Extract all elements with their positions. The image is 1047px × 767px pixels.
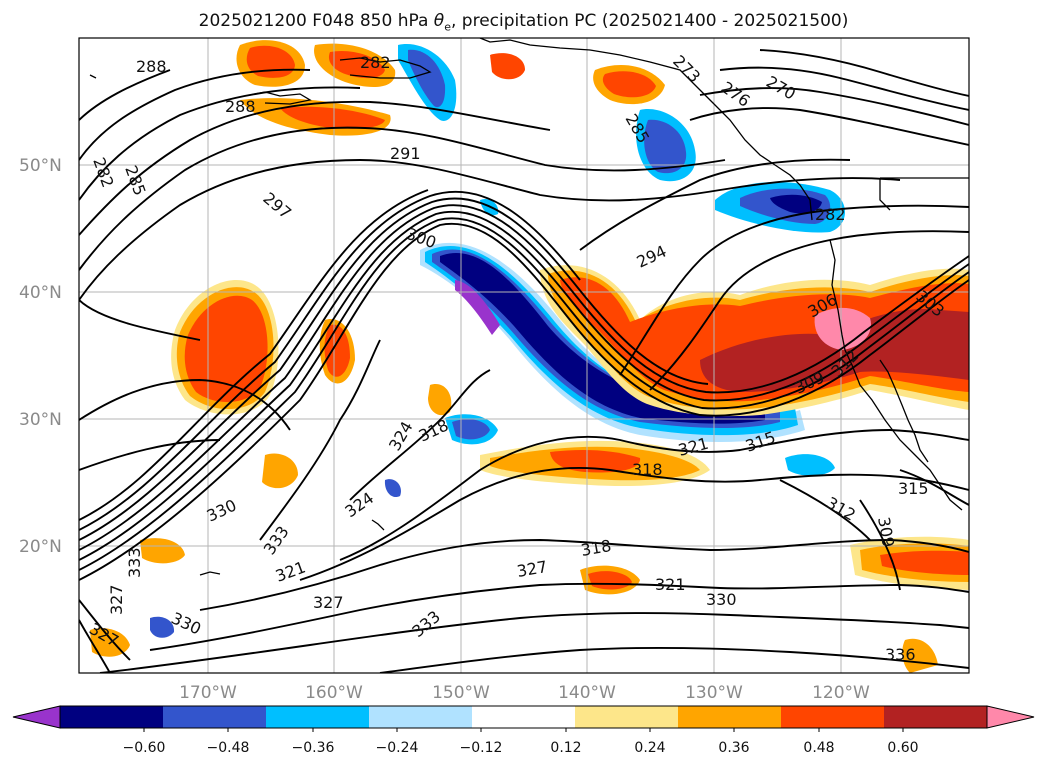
colorbar-segment xyxy=(884,706,988,728)
colorbar-tick-label: 0.24 xyxy=(634,740,665,756)
contour-label: 288 xyxy=(225,97,256,116)
longitude-labels: 170°W 160°W 150°W 140°W 130°W 120°W xyxy=(179,683,870,703)
lat-label: 50°N xyxy=(19,156,62,176)
colorbar-segment xyxy=(266,706,370,728)
contour-label: 282 xyxy=(815,205,846,224)
colorbar-tick-label: −0.48 xyxy=(207,740,250,756)
positive-sw-blob-2 xyxy=(140,538,185,564)
map-frame xyxy=(78,37,970,674)
colorbar-tick-label: −0.24 xyxy=(376,740,419,756)
colorbar-segment xyxy=(60,706,164,728)
colorbar-segment xyxy=(678,706,782,728)
lat-label: 30°N xyxy=(19,410,62,430)
contour-label: 327 xyxy=(107,584,126,615)
negative-south-3 xyxy=(150,616,175,638)
contour-label: 282 xyxy=(360,53,391,72)
colorbar-ticks xyxy=(143,728,904,732)
contour-label: 330 xyxy=(706,590,737,609)
figure-title: 2025021200 F048 850 hPa θe, precipitatio… xyxy=(198,11,849,34)
lon-label: 140°W xyxy=(558,683,616,703)
colorbar-extend-high xyxy=(986,705,1035,729)
colorbar-tick-label: −0.36 xyxy=(292,740,335,756)
negative-band-purple xyxy=(455,280,500,335)
lon-label: 150°W xyxy=(432,683,490,703)
colorbar-segment xyxy=(575,706,679,728)
colorbar-extend-low xyxy=(12,705,61,729)
colorbar-segment xyxy=(472,706,576,728)
positive-mid-blob-2 xyxy=(262,453,298,489)
contour-label: 318 xyxy=(632,460,663,479)
contour-label: 291 xyxy=(390,144,421,163)
contour-label: 333 xyxy=(125,547,144,578)
positive-north-5 xyxy=(490,53,525,80)
precip-shading xyxy=(90,40,969,673)
contour-label: 315 xyxy=(898,479,929,498)
map-panel xyxy=(79,38,969,673)
lon-label: 120°W xyxy=(812,683,870,703)
negative-band-navy xyxy=(440,253,765,424)
colorbar-tick-labels: −0.60 −0.48 −0.36 −0.24 −0.12 0.12 0.24 … xyxy=(123,740,919,756)
lat-label: 20°N xyxy=(19,537,62,557)
lat-label: 40°N xyxy=(19,283,62,303)
positive-mid-blob-3 xyxy=(428,384,452,416)
colorbar-tick-label: 0.48 xyxy=(803,740,834,756)
colorbar-segment xyxy=(781,706,885,728)
coastlines xyxy=(89,38,969,576)
theta-e-contours xyxy=(79,49,969,673)
contour-label: 288 xyxy=(136,57,167,76)
negative-small-2 xyxy=(384,479,401,498)
colorbar-tick-label: −0.12 xyxy=(460,740,503,756)
contour-label: 321 xyxy=(655,575,686,594)
lon-label: 160°W xyxy=(305,683,363,703)
positive-pink-core xyxy=(814,307,871,350)
lon-label: 170°W xyxy=(179,683,237,703)
colorbar: −0.60 −0.48 −0.36 −0.24 −0.12 0.12 0.24 … xyxy=(12,705,1035,756)
colorbar-tick-label: 0.12 xyxy=(550,740,581,756)
lon-label: 130°W xyxy=(685,683,743,703)
colorbar-segment xyxy=(369,706,473,728)
colorbar-tick-label: −0.60 xyxy=(123,740,166,756)
colorbar-tick-label: 0.60 xyxy=(887,740,918,756)
contour-label: 327 xyxy=(313,593,344,612)
colorbar-segment xyxy=(163,706,267,728)
negative-south-2 xyxy=(785,454,835,476)
colorbar-tick-label: 0.36 xyxy=(718,740,749,756)
contour-label: 336 xyxy=(885,645,916,664)
positive-se-blob xyxy=(902,638,938,673)
latitude-labels: 50°N 40°N 30°N 20°N xyxy=(19,156,62,557)
